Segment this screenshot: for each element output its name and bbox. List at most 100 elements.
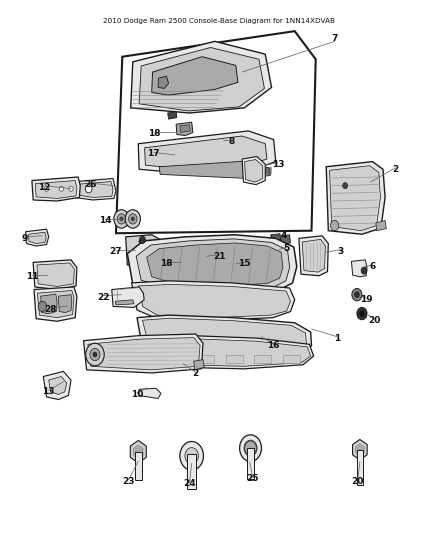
Polygon shape (144, 336, 314, 369)
Text: 20: 20 (352, 477, 364, 486)
Circle shape (361, 267, 367, 274)
Polygon shape (180, 259, 190, 268)
Polygon shape (134, 445, 143, 458)
Circle shape (120, 217, 123, 221)
Polygon shape (257, 167, 258, 174)
Polygon shape (224, 260, 249, 272)
Polygon shape (25, 229, 49, 246)
Polygon shape (112, 287, 144, 308)
Text: 17: 17 (148, 149, 160, 158)
Polygon shape (34, 287, 77, 321)
Polygon shape (192, 248, 232, 265)
Bar (283, 355, 300, 362)
Circle shape (117, 214, 126, 224)
Polygon shape (194, 360, 204, 370)
Bar (197, 355, 214, 362)
Text: 1: 1 (334, 334, 340, 343)
Polygon shape (138, 285, 290, 318)
Polygon shape (259, 167, 261, 174)
Polygon shape (267, 167, 268, 174)
Circle shape (357, 308, 367, 320)
Circle shape (93, 352, 97, 357)
Circle shape (86, 343, 104, 366)
Bar (254, 355, 271, 362)
Polygon shape (270, 244, 290, 260)
Polygon shape (351, 260, 367, 277)
Circle shape (69, 186, 73, 191)
Polygon shape (152, 56, 238, 95)
Circle shape (245, 441, 256, 455)
Polygon shape (127, 235, 297, 295)
Text: 13: 13 (42, 387, 55, 397)
Text: 18: 18 (160, 260, 173, 269)
Text: 20: 20 (368, 316, 381, 325)
Circle shape (360, 311, 364, 317)
Polygon shape (221, 257, 252, 274)
Polygon shape (139, 47, 265, 111)
Text: 28: 28 (45, 305, 57, 314)
Polygon shape (147, 243, 283, 286)
Polygon shape (168, 111, 177, 119)
Text: 13: 13 (272, 160, 284, 168)
Text: 8: 8 (229, 136, 235, 146)
Circle shape (185, 448, 198, 464)
Polygon shape (180, 125, 191, 132)
Circle shape (129, 214, 137, 224)
Bar (226, 355, 243, 362)
Polygon shape (145, 136, 267, 169)
Polygon shape (41, 294, 57, 313)
Circle shape (90, 349, 100, 361)
Text: 19: 19 (360, 295, 372, 304)
Circle shape (330, 221, 339, 231)
Text: 14: 14 (99, 216, 112, 225)
Polygon shape (32, 177, 80, 201)
Text: 11: 11 (26, 272, 38, 281)
Polygon shape (70, 179, 116, 200)
Text: 12: 12 (38, 183, 51, 192)
Circle shape (125, 209, 140, 228)
Polygon shape (43, 372, 71, 400)
Polygon shape (130, 440, 146, 463)
Circle shape (244, 440, 257, 456)
Polygon shape (33, 260, 77, 289)
Polygon shape (326, 161, 385, 235)
Text: 5: 5 (283, 244, 290, 253)
Circle shape (343, 183, 348, 189)
Polygon shape (376, 221, 386, 231)
Circle shape (180, 441, 203, 470)
Bar (357, 450, 363, 486)
Polygon shape (242, 157, 265, 184)
Polygon shape (245, 159, 263, 182)
Text: 15: 15 (238, 260, 251, 269)
Text: 27: 27 (110, 247, 122, 256)
Polygon shape (159, 161, 270, 179)
Circle shape (114, 209, 129, 228)
Text: 2010 Dodge Ram 2500 Console-Base Diagram for 1NN14XDVAB: 2010 Dodge Ram 2500 Console-Base Diagram… (103, 18, 335, 25)
Polygon shape (84, 334, 203, 373)
Circle shape (354, 292, 360, 298)
Polygon shape (271, 234, 281, 244)
Polygon shape (35, 181, 77, 198)
Text: 16: 16 (268, 341, 280, 350)
Text: 6: 6 (369, 262, 376, 271)
Polygon shape (138, 131, 276, 173)
Polygon shape (73, 182, 113, 197)
Polygon shape (195, 252, 229, 263)
Bar (187, 454, 196, 489)
Text: 26: 26 (85, 180, 97, 189)
Bar (247, 448, 254, 479)
Polygon shape (37, 290, 74, 318)
Circle shape (38, 301, 46, 311)
Text: 23: 23 (122, 477, 135, 486)
Text: 18: 18 (148, 129, 160, 138)
Text: 2: 2 (193, 369, 199, 378)
Text: 7: 7 (332, 34, 338, 43)
Circle shape (85, 184, 92, 193)
Bar (169, 355, 185, 362)
Polygon shape (176, 122, 193, 135)
Polygon shape (269, 167, 271, 174)
Circle shape (45, 186, 49, 191)
Polygon shape (28, 232, 46, 244)
Polygon shape (353, 439, 367, 460)
Polygon shape (280, 235, 290, 245)
